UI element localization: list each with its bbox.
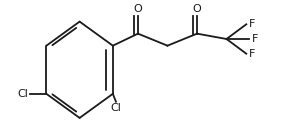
Text: F: F (249, 19, 255, 29)
Text: Cl: Cl (111, 103, 121, 113)
Text: O: O (193, 4, 201, 14)
Text: O: O (134, 4, 142, 14)
Text: F: F (252, 34, 258, 44)
Text: F: F (249, 49, 255, 59)
Text: Cl: Cl (18, 89, 29, 99)
